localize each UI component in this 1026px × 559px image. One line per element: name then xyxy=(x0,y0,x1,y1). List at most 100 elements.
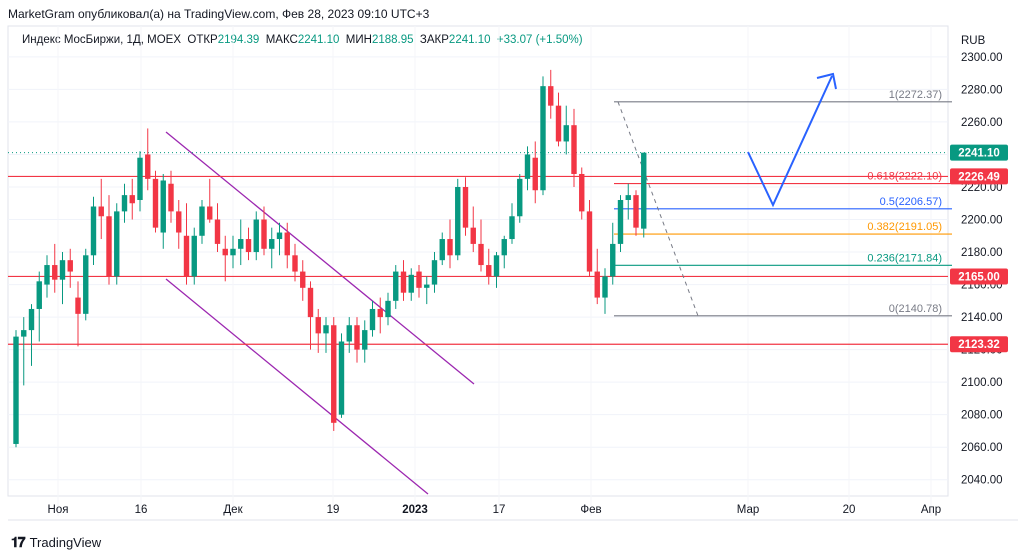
candle xyxy=(98,178,104,240)
level-price-tag-bg xyxy=(950,336,1008,353)
candle xyxy=(284,222,290,269)
candle xyxy=(44,255,50,298)
candle-body xyxy=(300,271,306,288)
candle xyxy=(90,196,97,266)
candle xyxy=(362,320,368,363)
candle-body xyxy=(222,248,228,256)
candle xyxy=(176,200,182,249)
candle xyxy=(191,227,197,285)
candle xyxy=(610,222,616,285)
candle xyxy=(315,308,321,353)
candle xyxy=(83,248,89,321)
candle-body xyxy=(152,178,159,228)
y-tick-label: 2200.00 xyxy=(961,215,1003,227)
x-tick-label: 2023 xyxy=(402,504,428,516)
candle-body xyxy=(431,260,438,285)
candle-body xyxy=(13,336,19,444)
candle-body xyxy=(641,152,647,229)
candle-body xyxy=(114,211,120,277)
fib-level-label: 0.5(2206.57) xyxy=(880,196,942,208)
candle-body xyxy=(493,255,500,277)
candle-body xyxy=(617,200,624,244)
high-label: МАКС xyxy=(265,34,298,46)
candle-body xyxy=(106,216,112,277)
chart-drawings xyxy=(8,101,952,495)
x-tick-label: 17 xyxy=(493,504,506,516)
candle xyxy=(470,206,476,253)
candle-body xyxy=(517,178,523,217)
candle xyxy=(261,206,267,256)
candle-body xyxy=(292,255,298,272)
candle xyxy=(393,265,399,309)
candle xyxy=(571,108,577,187)
candle xyxy=(579,167,585,220)
candle xyxy=(300,260,306,301)
candle xyxy=(67,248,73,288)
candle xyxy=(307,281,314,350)
x-tick-label: Мар xyxy=(737,504,760,516)
candle xyxy=(633,190,639,236)
candle xyxy=(59,252,66,305)
candle-body xyxy=(385,300,391,318)
candle-body xyxy=(610,243,616,277)
candle-body xyxy=(470,227,476,244)
candle xyxy=(207,178,213,223)
candle-body xyxy=(563,125,569,142)
candle xyxy=(152,170,159,233)
fib-level-label: 0.382(2191.05) xyxy=(867,221,942,233)
close-label: ЗАКР xyxy=(419,34,449,46)
price-axis: 2040.002060.002080.002100.002120.002140.… xyxy=(950,35,1008,487)
candle xyxy=(424,276,430,305)
x-tick-label: 20 xyxy=(843,504,856,516)
y-tick-label: 2100.00 xyxy=(961,377,1003,389)
candle-body xyxy=(52,265,58,280)
candle-body xyxy=(555,105,562,142)
candle-body xyxy=(183,235,190,277)
candle xyxy=(137,151,143,212)
candle-body xyxy=(586,211,593,272)
candle-body xyxy=(75,297,81,314)
fib-level-label: 0(2140.78) xyxy=(889,303,942,315)
x-tick-label: Ноя xyxy=(48,504,69,516)
forecast-arrowhead xyxy=(816,72,837,90)
candle xyxy=(439,232,445,266)
candle-body xyxy=(207,206,213,220)
candle xyxy=(400,260,407,301)
candle-body xyxy=(276,232,283,240)
candle xyxy=(36,271,42,342)
level-price-tag: 2123.32 xyxy=(958,339,1000,351)
chart-overlays: 1(2272.37) 0.618(2222.10) 0.5(2206.57) 0.38… xyxy=(747,72,942,315)
y-tick-label: 2040.00 xyxy=(961,475,1003,487)
candle xyxy=(377,297,383,334)
time-axis: Ноя 16 Дек 19 2023 17 Фев Мар 20 Апр xyxy=(48,504,942,516)
fib-trend-line xyxy=(617,101,699,317)
y-tick-label: 2300.00 xyxy=(961,52,1003,64)
candle-body xyxy=(191,235,197,277)
candle xyxy=(214,203,221,253)
currency-label: RUB xyxy=(961,35,986,47)
candle xyxy=(462,177,469,236)
level-price-tag-bg xyxy=(950,168,1008,185)
candle-body xyxy=(602,276,608,298)
candle xyxy=(13,330,19,448)
candle-body xyxy=(338,341,345,415)
low-value: 2188.95 xyxy=(371,34,414,46)
y-tick-label: 2140.00 xyxy=(961,312,1003,324)
y-tick-label: 2260.00 xyxy=(961,117,1003,129)
candle xyxy=(594,248,600,305)
candle xyxy=(52,243,58,293)
tradingview-logo[interactable]: 𝟏𝟕 TradingView xyxy=(11,534,101,551)
candle-body xyxy=(36,281,42,309)
candlestick-series xyxy=(13,69,647,448)
candle xyxy=(517,173,523,223)
candle-body xyxy=(354,325,360,350)
candle-body xyxy=(524,154,531,179)
candle xyxy=(75,281,81,347)
channel-lower-line xyxy=(165,278,429,495)
candle xyxy=(416,265,422,298)
candle-body xyxy=(478,243,484,266)
x-tick-label: Дек xyxy=(223,504,243,516)
chart-grid xyxy=(7,25,1018,521)
candle-body xyxy=(439,239,445,261)
